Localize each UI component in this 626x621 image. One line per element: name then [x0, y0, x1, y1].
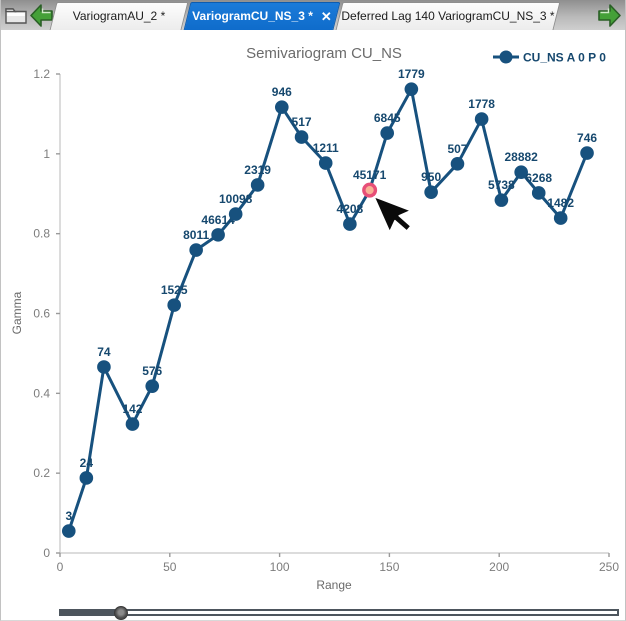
- nav-forward-icon[interactable]: [596, 3, 622, 28]
- data-point-label: 1211: [313, 141, 339, 155]
- data-point-label: 4208: [337, 202, 364, 216]
- tab-bar: VariogramAU_2 * VariogramCU_NS_3 * ✕ Def…: [1, 0, 625, 30]
- data-point-label: 1779: [398, 67, 425, 81]
- nav-back-icon[interactable]: [29, 3, 55, 28]
- data-point[interactable]: [145, 379, 160, 393]
- folder-icon[interactable]: [4, 4, 28, 26]
- tab-label: VariogramCU_NS_3 *: [192, 9, 313, 23]
- data-point[interactable]: [380, 126, 395, 140]
- y-tick-label: 0.8: [33, 227, 50, 241]
- data-point-label: 74: [97, 345, 111, 359]
- data-point[interactable]: [450, 157, 465, 171]
- data-series: 3247414257615258011466141009823199465171…: [61, 67, 597, 538]
- x-tick-label: 200: [489, 560, 509, 574]
- y-tick-label: 0.2: [33, 466, 50, 480]
- data-point[interactable]: [167, 298, 181, 312]
- mouse-cursor-icon: [373, 196, 412, 233]
- chart-page: Semivariogram CU_NS CU_NS A 0 P 0 Gamma …: [1, 30, 625, 620]
- data-point[interactable]: [531, 186, 546, 200]
- data-point-label: 517: [292, 115, 312, 129]
- data-point[interactable]: [228, 207, 243, 221]
- y-tick-label: 1.2: [33, 67, 50, 81]
- axes: 0 50 100 150 200 250 0 0.2 0.4 0.6 0.8 1 1.2: [33, 67, 619, 574]
- data-point-label: 46614: [201, 213, 235, 227]
- tab-variogram-cu-ns-3[interactable]: VariogramCU_NS_3 * ✕: [183, 2, 341, 30]
- x-tick-label: 100: [270, 560, 290, 574]
- data-point[interactable]: [294, 130, 309, 144]
- tab-label: VariogramAU_2 *: [72, 9, 166, 23]
- data-point-label: 1482: [547, 196, 574, 210]
- highlighted-data-point[interactable]: [362, 182, 378, 198]
- y-tick-label: 0.6: [33, 307, 50, 321]
- data-point[interactable]: [580, 146, 594, 160]
- data-point[interactable]: [553, 211, 568, 225]
- data-point-label: 950: [421, 170, 441, 184]
- data-point-label: 8011: [183, 228, 209, 242]
- x-tick-label: 250: [599, 560, 619, 574]
- h-scrollbar-thumb[interactable]: [114, 606, 128, 620]
- data-point-label: 507: [447, 142, 467, 156]
- data-point[interactable]: [474, 112, 489, 126]
- data-point-label: 1778: [468, 97, 495, 111]
- data-point[interactable]: [97, 360, 111, 374]
- data-point-label: 6268: [525, 171, 552, 185]
- y-axis-label: Gamma: [10, 291, 24, 334]
- chart-title: Semivariogram CU_NS: [246, 45, 402, 62]
- data-point[interactable]: [404, 82, 419, 96]
- data-point[interactable]: [318, 156, 333, 170]
- x-tick-label: 150: [379, 560, 399, 574]
- data-point-label: 946: [272, 85, 292, 99]
- data-point-label: 6845: [374, 111, 401, 125]
- semivariogram-chart: Semivariogram CU_NS CU_NS A 0 P 0 Gamma …: [10, 45, 619, 592]
- h-scrollbar: [59, 606, 619, 620]
- data-point-label: 746: [577, 131, 597, 145]
- data-point[interactable]: [250, 178, 265, 192]
- x-axis-label: Range: [316, 578, 352, 592]
- data-point-label: 142: [122, 402, 142, 416]
- data-point[interactable]: [189, 243, 203, 257]
- h-scrollbar-track[interactable]: [59, 609, 619, 616]
- y-tick-label: 1: [43, 147, 50, 161]
- data-point-label: 24: [80, 456, 94, 470]
- tab-variogram-au-2[interactable]: VariogramAU_2 *: [49, 2, 189, 30]
- data-point-label: 10098: [219, 192, 253, 206]
- data-point[interactable]: [61, 524, 76, 538]
- data-point-label: 3: [65, 509, 72, 523]
- data-point[interactable]: [211, 228, 225, 242]
- data-point[interactable]: [79, 471, 94, 485]
- x-tick-label: 0: [57, 560, 64, 574]
- y-tick-label: 0.4: [33, 386, 50, 400]
- y-tick-label: 0: [43, 546, 50, 560]
- tab-deferred-lag[interactable]: Deferred Lag 140 VariogramCU_NS_3 *: [335, 2, 561, 30]
- cursor-arrow-icon: [373, 196, 412, 233]
- data-point[interactable]: [494, 193, 509, 207]
- tab-label: Deferred Lag 140 VariogramCU_NS_3 *: [341, 9, 555, 23]
- data-point[interactable]: [424, 185, 438, 199]
- data-point-label: 576: [142, 364, 162, 378]
- legend-label: CU_NS A 0 P 0: [523, 51, 606, 65]
- close-icon[interactable]: ✕: [320, 8, 332, 24]
- data-point[interactable]: [343, 217, 357, 231]
- data-point[interactable]: [125, 417, 140, 431]
- data-point-label: 5738: [488, 178, 515, 192]
- data-point[interactable]: [274, 100, 289, 114]
- legend-point-marker: [499, 50, 513, 64]
- data-point-label: 45171: [353, 168, 387, 182]
- data-point-label: 2319: [244, 163, 271, 177]
- data-point-label: 1525: [161, 283, 188, 297]
- h-scrollbar-fill: [59, 609, 117, 616]
- data-point-label: 28882: [504, 150, 538, 164]
- x-tick-label: 50: [163, 560, 177, 574]
- data-point[interactable]: [514, 165, 528, 179]
- chart-legend[interactable]: CU_NS A 0 P 0: [493, 50, 606, 65]
